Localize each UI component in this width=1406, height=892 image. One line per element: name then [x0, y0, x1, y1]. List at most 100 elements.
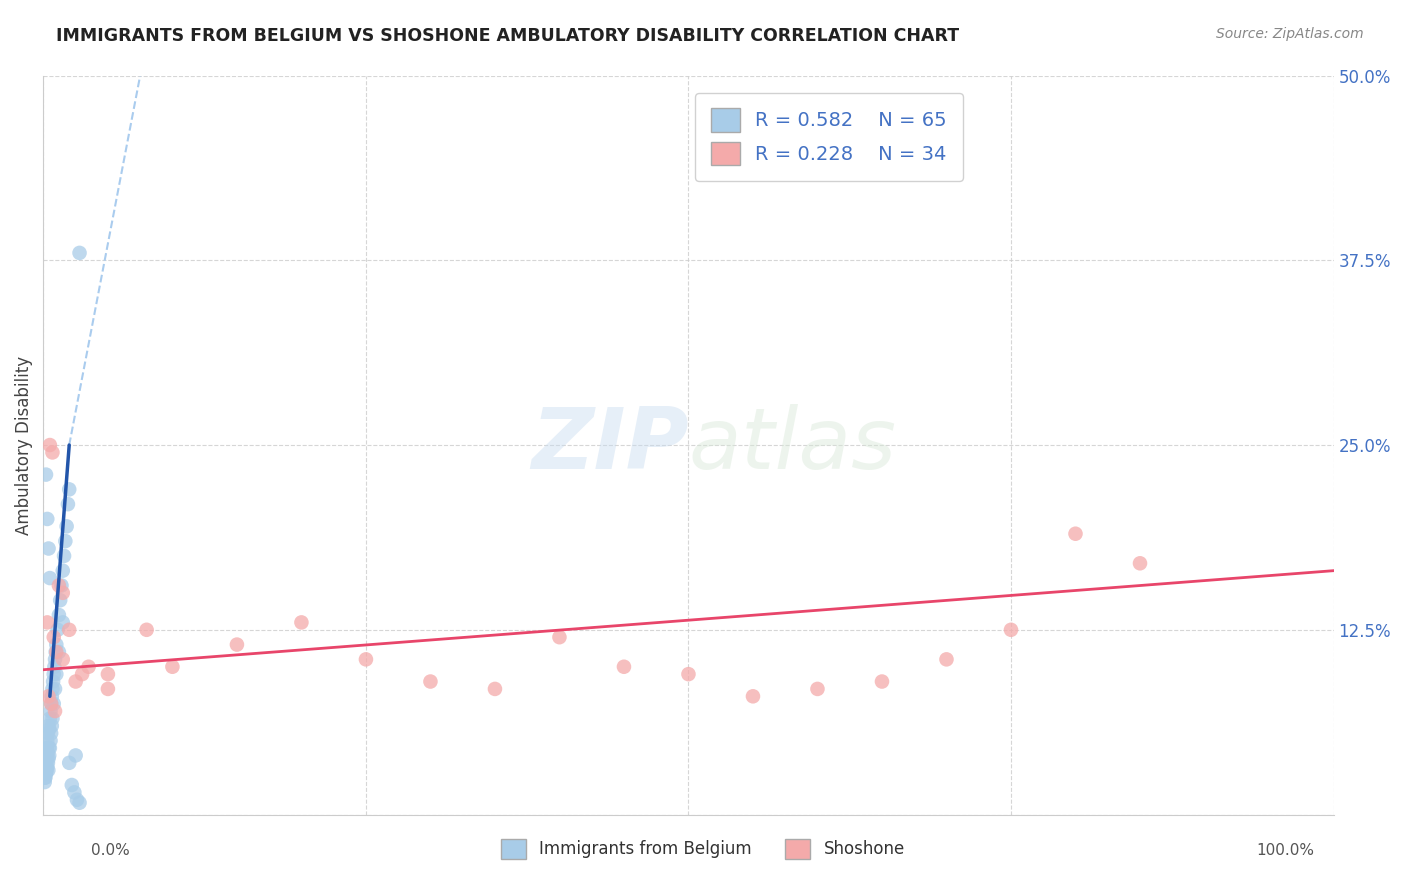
- Legend: R = 0.582    N = 65, R = 0.228    N = 34: R = 0.582 N = 65, R = 0.228 N = 34: [695, 93, 963, 181]
- Point: [38, 748, 60, 763]
- Point: [38, 438, 60, 452]
- Point: [35, 741, 58, 756]
- Point: [613, 659, 636, 673]
- Point: [41, 690, 63, 704]
- Point: [162, 659, 184, 673]
- Point: [34, 756, 56, 770]
- Point: [97, 681, 120, 696]
- Point: [290, 615, 312, 630]
- Point: [38, 741, 60, 756]
- Point: [35, 766, 58, 780]
- Text: Source: ZipAtlas.com: Source: ZipAtlas.com: [1216, 27, 1364, 41]
- Point: [97, 667, 120, 681]
- Point: [37, 756, 59, 770]
- Point: [41, 711, 63, 725]
- Point: [52, 564, 75, 578]
- Point: [42, 674, 65, 689]
- Point: [48, 578, 70, 592]
- Point: [37, 763, 59, 777]
- Point: [65, 674, 87, 689]
- Point: [34, 775, 56, 789]
- Point: [44, 659, 66, 673]
- Point: [419, 674, 441, 689]
- Point: [742, 690, 765, 704]
- Point: [58, 623, 80, 637]
- Point: [1000, 623, 1022, 637]
- Point: [63, 785, 86, 799]
- Text: 0.0%: 0.0%: [91, 843, 131, 858]
- Point: [39, 697, 62, 711]
- Point: [48, 645, 70, 659]
- Legend: Immigrants from Belgium, Shoshone: Immigrants from Belgium, Shoshone: [495, 832, 911, 866]
- Text: 100.0%: 100.0%: [1257, 843, 1315, 858]
- Point: [58, 756, 80, 770]
- Point: [53, 549, 76, 563]
- Point: [69, 246, 91, 260]
- Point: [354, 652, 377, 666]
- Point: [44, 652, 66, 666]
- Text: ZIP: ZIP: [531, 403, 689, 486]
- Text: IMMIGRANTS FROM BELGIUM VS SHOSHONE AMBULATORY DISABILITY CORRELATION CHART: IMMIGRANTS FROM BELGIUM VS SHOSHONE AMBU…: [56, 27, 959, 45]
- Point: [35, 763, 58, 777]
- Point: [55, 519, 77, 533]
- Text: atlas: atlas: [689, 403, 897, 486]
- Point: [806, 681, 828, 696]
- Point: [34, 771, 56, 785]
- Point: [45, 645, 67, 659]
- Point: [69, 796, 91, 810]
- Point: [42, 667, 65, 681]
- Point: [35, 760, 58, 774]
- Point: [44, 681, 66, 696]
- Point: [70, 667, 93, 681]
- Point: [41, 445, 63, 459]
- Point: [58, 483, 80, 497]
- Point: [44, 704, 66, 718]
- Point: [38, 719, 60, 733]
- Point: [37, 746, 59, 760]
- Point: [38, 571, 60, 585]
- Point: [46, 623, 69, 637]
- Point: [870, 674, 893, 689]
- Point: [52, 652, 75, 666]
- Point: [48, 607, 70, 622]
- Point: [77, 659, 100, 673]
- Point: [34, 763, 56, 777]
- Point: [38, 711, 60, 725]
- Point: [1064, 526, 1087, 541]
- Point: [935, 652, 957, 666]
- Point: [60, 778, 83, 792]
- Point: [41, 719, 63, 733]
- Point: [66, 793, 89, 807]
- Point: [49, 593, 72, 607]
- Point: [34, 771, 56, 785]
- Point: [38, 690, 60, 704]
- Point: [52, 586, 75, 600]
- Point: [56, 497, 79, 511]
- Point: [41, 681, 63, 696]
- Point: [45, 667, 67, 681]
- Point: [38, 722, 60, 736]
- Point: [42, 697, 65, 711]
- Point: [39, 697, 62, 711]
- Point: [52, 615, 75, 630]
- Point: [35, 751, 58, 765]
- Point: [484, 681, 506, 696]
- Point: [135, 623, 157, 637]
- Point: [37, 512, 59, 526]
- Point: [226, 638, 249, 652]
- Point: [37, 733, 59, 747]
- Y-axis label: Ambulatory Disability: Ambulatory Disability: [15, 356, 32, 534]
- Point: [37, 760, 59, 774]
- Point: [51, 578, 73, 592]
- Point: [35, 748, 58, 763]
- Point: [39, 704, 62, 718]
- Point: [38, 741, 60, 756]
- Point: [39, 726, 62, 740]
- Point: [45, 638, 67, 652]
- Point: [678, 667, 700, 681]
- Point: [42, 630, 65, 644]
- Point: [37, 726, 59, 740]
- Point: [53, 534, 76, 549]
- Point: [548, 630, 571, 644]
- Point: [37, 615, 59, 630]
